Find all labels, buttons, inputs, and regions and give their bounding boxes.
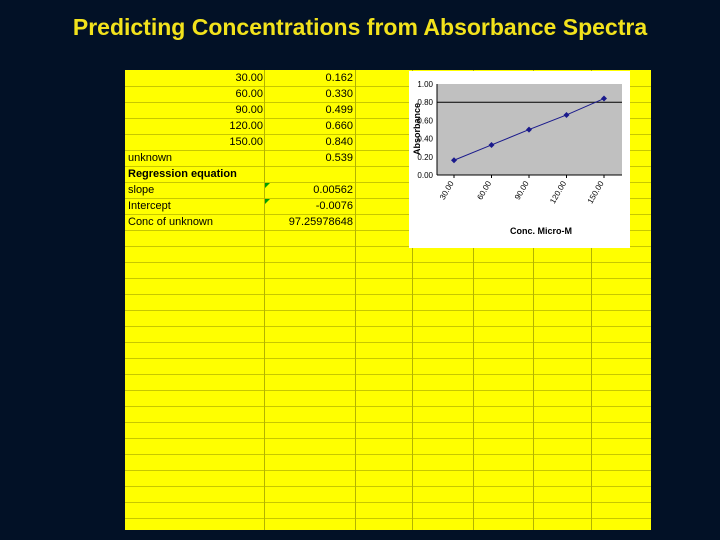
cell-label-intercept[interactable]: Intercept: [128, 200, 171, 212]
cell-slope-value[interactable]: 0.00562: [313, 184, 353, 196]
row-gridline: [125, 198, 651, 199]
row-gridline: [125, 294, 651, 295]
cell-absorbance[interactable]: 0.330: [325, 88, 353, 100]
row-gridline: [125, 166, 651, 167]
cell-concentration[interactable]: 60.00: [235, 88, 263, 100]
column-gridline: [533, 70, 534, 530]
data-point: [526, 126, 532, 133]
data-point: [451, 157, 457, 164]
row-gridline: [125, 86, 651, 87]
cell-absorbance[interactable]: 0.162: [325, 72, 353, 84]
cell-concentration[interactable]: 90.00: [235, 104, 263, 116]
row-gridline: [125, 134, 651, 135]
cell-concentration[interactable]: 150.00: [229, 136, 263, 148]
chart-svg: 0.000.200.400.600.801.00 30.00 60.00 90.00…: [409, 71, 630, 248]
y-tick-label: 0.80: [417, 98, 433, 107]
y-axis-title: Absorbance: [412, 103, 422, 155]
row-gridline: [125, 406, 651, 407]
row-gridline: [125, 358, 651, 359]
row-gridline: [125, 246, 651, 247]
row-gridline: [125, 262, 651, 263]
column-gridline: [264, 70, 265, 530]
cell-conc-of-unknown-value[interactable]: 97.25978648: [288, 216, 353, 228]
y-tick-label: 1.00: [417, 80, 433, 89]
data-point: [601, 95, 607, 102]
data-point: [563, 111, 570, 118]
cell-absorbance[interactable]: 0.499: [325, 104, 353, 116]
column-gridline: [591, 70, 592, 530]
cell-label-slope[interactable]: slope: [128, 184, 155, 196]
row-gridline: [125, 454, 651, 455]
row-gridline: [125, 118, 651, 119]
row-gridline: [125, 502, 651, 503]
embedded-chart[interactable]: 0.00 0.20 0.40 0.60 0.80 1.00 30.00 60.00 90.00…: [409, 71, 630, 248]
row-gridline: [125, 150, 651, 151]
cell-concentration[interactable]: 120.00: [229, 120, 263, 132]
row-gridline: [125, 326, 651, 327]
x-axis-title: Conc. Micro-M: [510, 226, 572, 236]
row-gridline: [125, 214, 651, 215]
row-gridline: [125, 518, 651, 519]
column-gridline: [473, 70, 474, 530]
cell-absorbance[interactable]: 0.660: [325, 120, 353, 132]
cell-absorbance[interactable]: 0.840: [325, 136, 353, 148]
row-gridline: [125, 422, 651, 423]
slide-title: Predicting Concentrations from Absorbanc…: [72, 14, 648, 40]
formula-indicator-icon: [265, 183, 270, 188]
row-gridline: [125, 486, 651, 487]
cell-label-unknown[interactable]: unknown: [128, 152, 173, 164]
cell-absorbance-unknown[interactable]: 0.539: [325, 152, 353, 164]
row-gridline: [125, 390, 651, 391]
row-gridline: [125, 374, 651, 375]
row-gridline: [125, 438, 651, 439]
y-tick-label: 0.60: [417, 116, 433, 125]
row-gridline: [125, 230, 651, 231]
y-tick-label: 0.40: [417, 135, 433, 144]
formula-indicator-icon: [265, 199, 270, 204]
row-gridline: [125, 470, 651, 471]
y-tick-label: 0.20: [417, 153, 433, 162]
cell-intercept-value[interactable]: -0.0076: [315, 200, 353, 212]
column-gridline: [412, 70, 413, 530]
y-tick-label: 0.00: [417, 171, 433, 180]
cell-concentration[interactable]: 30.00: [235, 72, 263, 84]
row-gridline: [125, 182, 651, 183]
row-gridline: [125, 342, 651, 343]
row-gridline: [125, 310, 651, 311]
cell-label-regression-equation[interactable]: Regression equation: [128, 168, 237, 180]
cell-label-conc-of-unknown[interactable]: Conc of unknown: [128, 216, 213, 228]
data-point: [488, 141, 495, 148]
row-gridline: [125, 278, 651, 279]
column-gridline: [355, 70, 356, 530]
row-gridline: [125, 102, 651, 103]
